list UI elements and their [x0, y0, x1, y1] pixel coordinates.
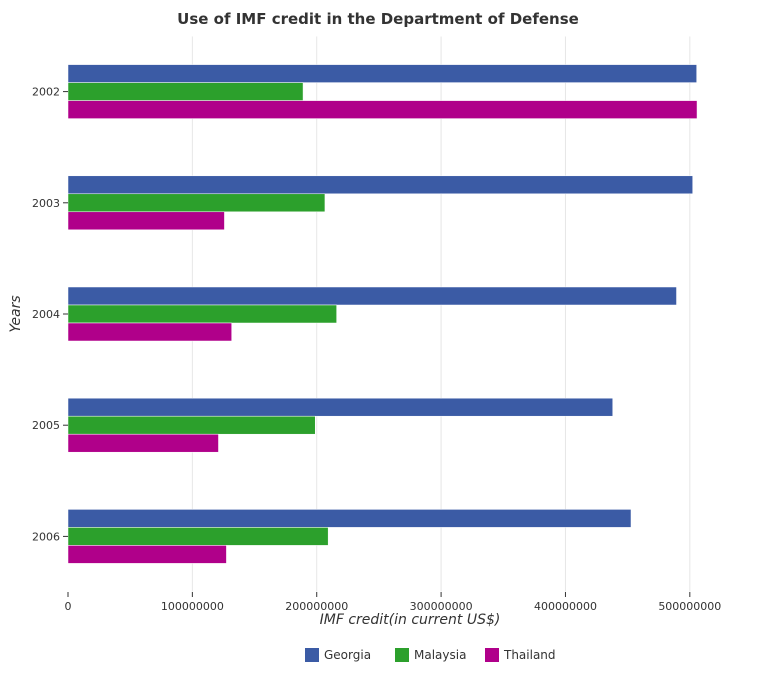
bar-malaysia: [67, 193, 326, 213]
bar-georgia: [67, 397, 613, 417]
y-tick-label: 2003: [32, 197, 60, 210]
x-tick-label: 0: [65, 600, 72, 613]
chart-title: Use of IMF credit in the Department of D…: [177, 10, 579, 28]
bar-thailand: [67, 100, 698, 119]
x-tick-label: 200000000: [285, 600, 348, 613]
x-tick-label: 400000000: [534, 600, 597, 613]
y-tick-label: 2006: [32, 530, 60, 543]
bar-malaysia: [67, 304, 337, 324]
x-tick-label: 500000000: [658, 600, 721, 613]
x-axis: 0 100000000 200000000 300000000 400000000 500…: [65, 592, 721, 613]
bar-thailand: [67, 211, 225, 231]
legend-label-malaysia: Malaysia: [414, 648, 466, 662]
y-axis: 2002 2003 2004 2005 2006: [32, 86, 68, 543]
bar-malaysia: [67, 527, 329, 546]
y-tick-label: 2005: [32, 419, 60, 432]
legend-label-thailand: Thailand: [503, 648, 556, 662]
y-tick-label: 2002: [32, 86, 60, 99]
bar-georgia: [67, 64, 697, 83]
bar-georgia: [67, 175, 693, 195]
legend-swatch-georgia: [305, 648, 319, 662]
bar-thailand: [67, 433, 219, 453]
y-axis-label: Years: [8, 295, 24, 332]
x-tick-label: 300000000: [410, 600, 473, 613]
bar-georgia: [67, 509, 632, 528]
bar-malaysia: [67, 415, 316, 435]
legend-label-georgia: Georgia: [324, 648, 371, 662]
bar-thailand: [67, 322, 232, 342]
bar-thailand: [67, 545, 227, 564]
bars-layer: [67, 64, 698, 564]
legend-swatch-malaysia: [395, 648, 409, 662]
bar-malaysia: [67, 82, 304, 101]
x-tick-label: 100000000: [161, 600, 224, 613]
legend: Georgia Malaysia Thailand: [305, 648, 556, 662]
legend-swatch-thailand: [485, 648, 499, 662]
bar-georgia: [67, 286, 677, 306]
y-tick-label: 2004: [32, 308, 60, 321]
x-axis-label: IMF credit(in current US$): [320, 612, 501, 628]
